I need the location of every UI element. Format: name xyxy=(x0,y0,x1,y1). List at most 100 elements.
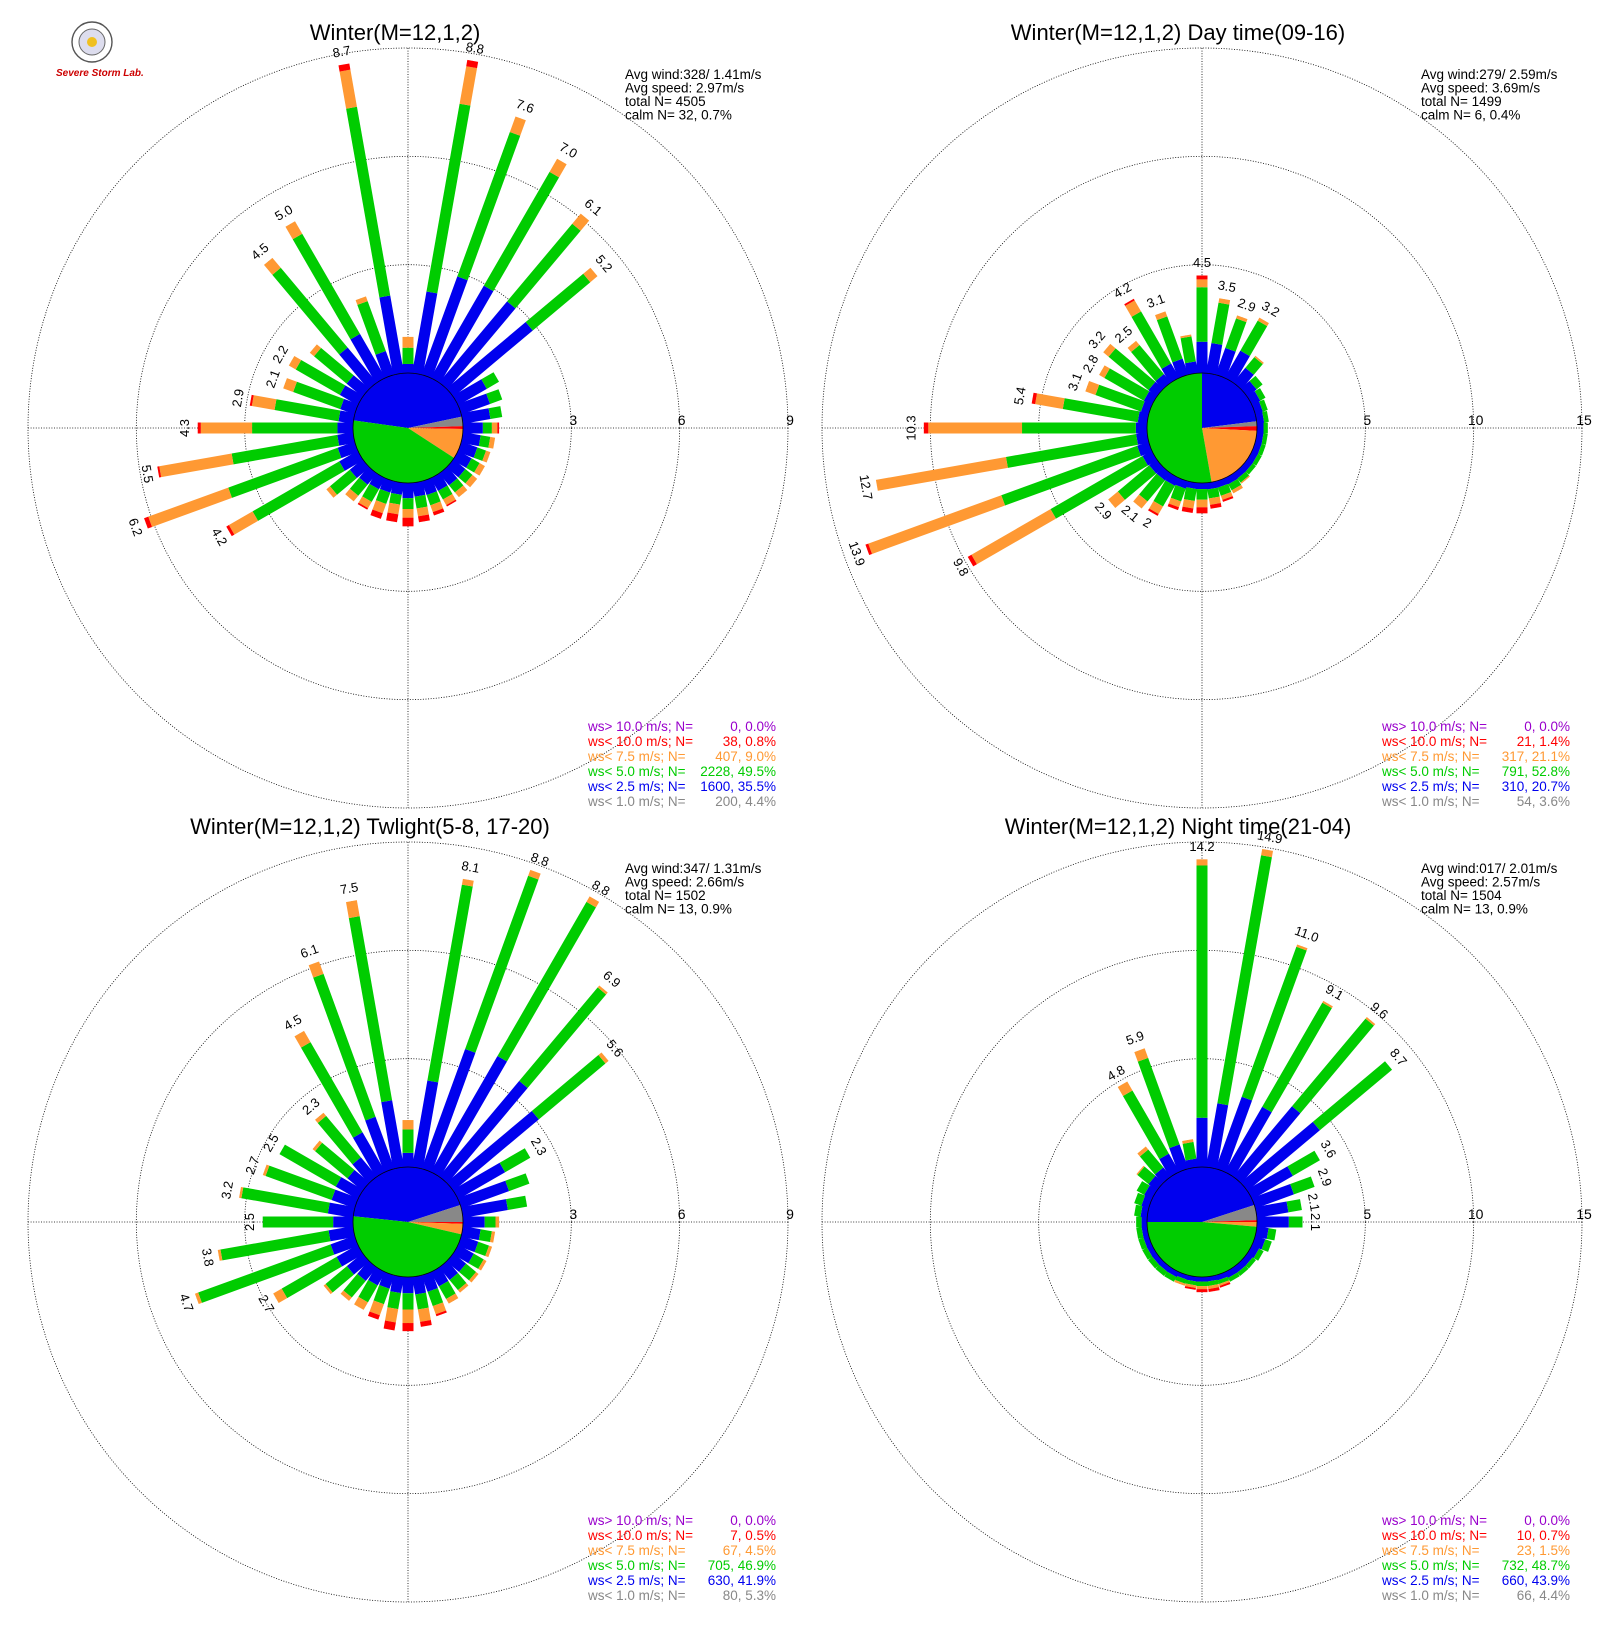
bar-segment xyxy=(337,432,355,446)
bar-segment xyxy=(198,1244,335,1303)
bar-segment xyxy=(1206,343,1223,375)
bar-segment xyxy=(346,1253,370,1275)
stat-avg-wind: Avg wind:279/ 2.59m/s xyxy=(1421,67,1558,82)
bar-segment xyxy=(421,1048,476,1173)
bar-segment xyxy=(1220,492,1233,500)
bar-value-label: 2.3 xyxy=(528,1135,550,1158)
chart-title: Winter(M=12,1,2) Day time(09-16) xyxy=(1011,20,1345,45)
bar-segment xyxy=(1253,1248,1264,1261)
bar-segment xyxy=(327,1202,355,1218)
bar-segment xyxy=(1218,298,1231,305)
bar-segment xyxy=(1296,944,1308,951)
bar-segment xyxy=(352,1157,377,1184)
bar-segment xyxy=(572,213,590,231)
legend-value: 80, 5.3% xyxy=(723,1588,776,1603)
legend-value: 38, 0.8% xyxy=(723,734,776,749)
bar-segment xyxy=(430,472,448,492)
grid-ring xyxy=(135,949,681,1495)
bar-segment xyxy=(358,496,372,509)
bar-segment xyxy=(1139,1149,1164,1175)
grid-ring xyxy=(135,155,681,701)
bar-segment xyxy=(505,1173,530,1192)
tick-label: 10 xyxy=(1468,1206,1484,1222)
bar-segment xyxy=(1237,471,1250,483)
bar-segment xyxy=(466,458,480,473)
bar-value-label: 2.1 xyxy=(1308,1213,1323,1231)
bar-segment xyxy=(331,1189,359,1209)
bar-segment xyxy=(1153,480,1175,507)
bar-segment xyxy=(1108,491,1125,508)
bar-segment xyxy=(1131,311,1172,369)
bar-segment xyxy=(1176,1271,1189,1280)
tick-label: 15 xyxy=(1576,1206,1592,1222)
bar-segment xyxy=(586,896,600,908)
bar-value-label: 10.3 xyxy=(903,415,918,440)
bar-segment xyxy=(481,372,500,389)
bar-segment xyxy=(1185,361,1198,375)
legend-value: 7, 0.5% xyxy=(730,1528,776,1543)
bar-segment xyxy=(252,461,345,521)
bar-segment xyxy=(531,1055,606,1120)
bar-segment xyxy=(313,347,354,384)
bar-segment xyxy=(1134,1048,1149,1062)
stat-avg-wind: Avg wind:328/ 1.41m/s xyxy=(625,67,762,82)
bar-value-label: 3.1 xyxy=(1145,291,1167,311)
bar-segment xyxy=(1182,499,1195,509)
bar-segment xyxy=(373,1285,390,1305)
bar-value-label: 2.5 xyxy=(260,1131,282,1154)
bar-segment xyxy=(1062,398,1140,423)
legend-class: ws< 2.5 m/s; N= xyxy=(587,779,686,794)
bar-segment xyxy=(1266,1228,1277,1241)
bar-segment xyxy=(379,1271,395,1289)
bar-segment xyxy=(1136,1227,1144,1239)
bar-segment xyxy=(1146,1244,1158,1257)
legend-class: ws< 1.0 m/s; N= xyxy=(1381,1588,1480,1603)
bar-segment xyxy=(340,1290,352,1301)
bar-segment xyxy=(231,434,340,465)
bar-segment xyxy=(457,1235,479,1253)
bar-segment xyxy=(549,158,567,178)
bar-value-label: 2.7 xyxy=(255,1292,277,1315)
bar-segment xyxy=(446,1110,539,1191)
bar-segment xyxy=(226,525,235,537)
legend-value: 10, 0.7% xyxy=(1517,1528,1570,1543)
bar-segment xyxy=(1225,318,1247,352)
bar-segment xyxy=(1139,473,1166,502)
bar-segment xyxy=(461,408,491,424)
bar-segment xyxy=(283,378,297,393)
bar-segment xyxy=(439,301,516,390)
bar-segment xyxy=(1137,441,1153,457)
bar-segment xyxy=(329,469,357,495)
bar-segment xyxy=(478,1259,487,1271)
bar-segment xyxy=(1143,1235,1153,1248)
bar-segment xyxy=(439,466,458,486)
bar-segment xyxy=(1137,1146,1149,1157)
bar-segment xyxy=(457,393,491,415)
bar-segment xyxy=(1207,1284,1220,1290)
bar-segment xyxy=(339,347,377,390)
bar-segment xyxy=(262,1164,270,1177)
bar-segment xyxy=(1136,1181,1150,1195)
bar-segment xyxy=(416,506,429,517)
bar-segment xyxy=(446,1293,459,1304)
bar-segment xyxy=(1035,393,1065,410)
bar-segment xyxy=(357,1260,377,1281)
legend-value: 630, 41.9% xyxy=(708,1573,776,1588)
bar-segment xyxy=(439,1080,528,1184)
windrose-panel-3: 3 6 97.58.1 8.88.86.95.62.36.14.52.32.52.73… xyxy=(27,814,794,1603)
bar-value-label: 2.1 xyxy=(1305,1192,1323,1212)
bar-segment xyxy=(1257,317,1269,327)
stat-calm: calm N= 13, 0.9% xyxy=(625,902,732,917)
bar-segment xyxy=(281,1256,343,1299)
bar-segment xyxy=(1215,1096,1253,1173)
bar-segment xyxy=(1175,477,1189,489)
legend-class: ws< 2.5 m/s; N= xyxy=(1381,1573,1480,1588)
stat-calm: calm N= 13, 0.9% xyxy=(1421,902,1528,917)
bar-segment xyxy=(421,477,437,496)
bar-value-label: 3.1 xyxy=(1065,371,1085,393)
bar-segment xyxy=(415,1292,429,1310)
bar-segment xyxy=(474,1241,490,1256)
bar-segment xyxy=(1167,1266,1180,1278)
bar-segment xyxy=(1136,1165,1145,1175)
bar-segment xyxy=(1255,411,1265,424)
